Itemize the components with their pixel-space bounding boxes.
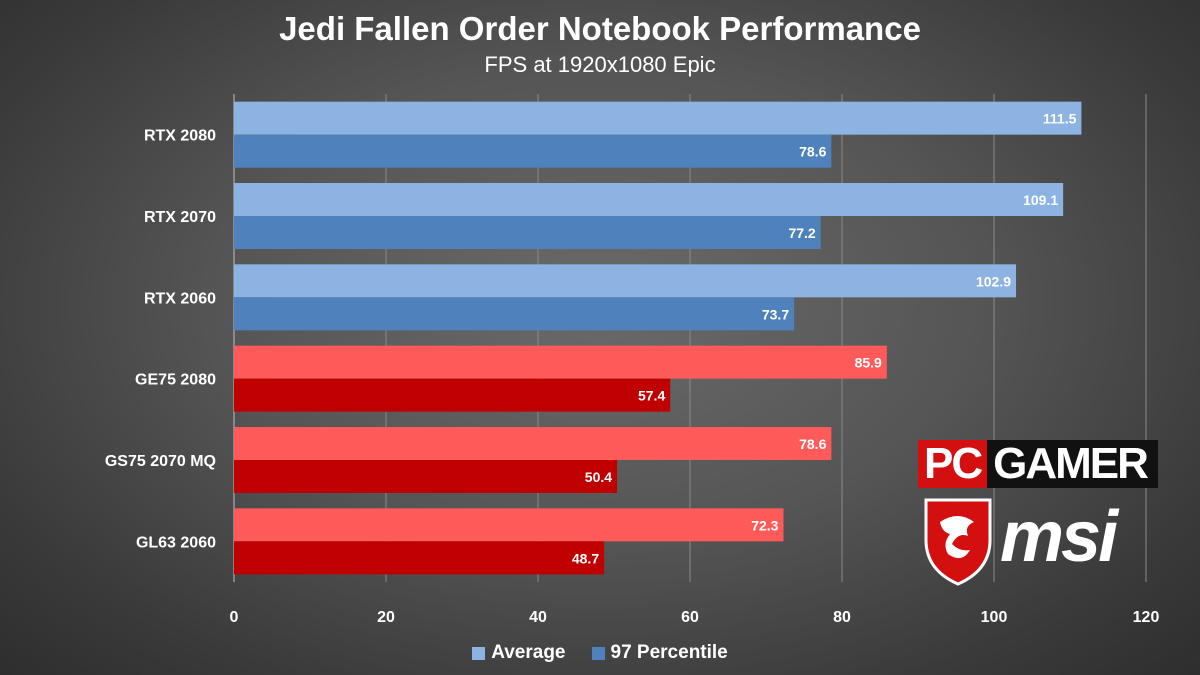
- category-label-4: GS75 2070 MQ: [105, 453, 216, 470]
- legend-swatch-97-percentile: [591, 646, 605, 660]
- x-tick-label-2: 40: [529, 609, 547, 626]
- bar-1-0: [234, 134, 832, 168]
- bar-0-3: [234, 345, 887, 379]
- x-tick-label-1: 20: [377, 609, 395, 626]
- legend-label-97-percentile: 97 Percentile: [610, 642, 728, 663]
- x-tick-label-4: 80: [833, 609, 851, 626]
- bar-1-3: [234, 378, 671, 412]
- data-label-0-0: 111.5: [1043, 111, 1077, 127]
- msi-dragon-shield-icon: [924, 498, 992, 586]
- bar-1-4: [234, 460, 618, 493]
- msi-logo: msi: [918, 492, 1163, 587]
- category-label-3: GE75 2080: [135, 372, 216, 389]
- bar-0-1: [234, 183, 1064, 216]
- x-tick-label-3: 60: [681, 609, 699, 626]
- data-label-0-1: 109.1: [1023, 192, 1058, 208]
- data-label-0-2: 102.9: [976, 273, 1011, 289]
- bar-1-2: [234, 297, 795, 331]
- bar-1-1: [234, 216, 821, 249]
- bar-1-5: [234, 541, 605, 575]
- bar-0-2: [234, 264, 1017, 298]
- bar-0-5: [234, 508, 784, 542]
- x-tick-label-6: 120: [1133, 609, 1160, 626]
- pc-gamer-logo-pc: PC: [918, 440, 988, 488]
- legend-label-average: Average: [491, 642, 566, 663]
- bar-0-0: [234, 101, 1082, 135]
- data-label-0-3: 85.9: [855, 355, 882, 371]
- pc-gamer-logo-gamer: GAMER: [987, 440, 1158, 488]
- category-label-1: RTX 2070: [144, 209, 216, 226]
- data-label-1-4: 50.4: [585, 469, 612, 485]
- category-label-2: RTX 2060: [144, 290, 216, 307]
- data-label-1-1: 77.2: [788, 225, 815, 241]
- pc-gamer-logo: PC GAMER: [918, 440, 1158, 488]
- data-label-1-2: 73.7: [762, 306, 789, 322]
- legend-swatch-average: [472, 646, 486, 660]
- chart-subtitle: FPS at 1920x1080 Epic: [484, 52, 716, 77]
- category-label-5: GL63 2060: [136, 534, 216, 551]
- data-label-1-0: 78.6: [799, 144, 826, 160]
- legend-item-97-percentile: 97 Percentile: [591, 642, 728, 664]
- legend-item-average: Average: [472, 642, 566, 664]
- data-label-1-3: 57.4: [638, 388, 665, 404]
- data-label-1-5: 48.7: [572, 550, 599, 566]
- bar-0-4: [234, 427, 832, 460]
- data-label-0-5: 72.3: [751, 517, 778, 533]
- data-label-0-4: 78.6: [799, 436, 826, 452]
- category-label-0: RTX 2080: [144, 128, 216, 145]
- legend: Average 97 Percentile: [0, 642, 1200, 664]
- x-tick-label-0: 0: [230, 609, 239, 626]
- msi-wordmark: msi: [1000, 497, 1118, 577]
- chart-title: Jedi Fallen Order Notebook Performance: [279, 10, 921, 47]
- x-tick-label-5: 100: [981, 609, 1008, 626]
